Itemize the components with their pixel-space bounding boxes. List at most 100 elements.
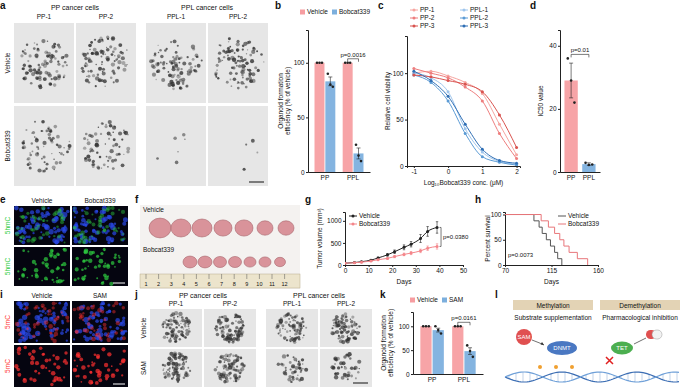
organoid [68, 148, 70, 150]
signal [82, 312, 84, 314]
organoid [51, 45, 55, 49]
organoid [106, 47, 107, 48]
organoid [108, 120, 112, 124]
series-line [414, 73, 517, 164]
organoid [62, 65, 65, 68]
signal [17, 373, 21, 377]
nucleus [61, 320, 64, 323]
nucleus [66, 328, 69, 331]
organoid [184, 320, 188, 324]
data-point [353, 261, 356, 264]
organoid [29, 152, 30, 153]
tick: 20 [549, 105, 560, 112]
organoid [113, 138, 116, 141]
data-point [436, 245, 439, 248]
organoid [185, 85, 187, 87]
image-panel: fVehicleBobcat339123456789101112 [135, 194, 300, 289]
organoid [237, 60, 239, 62]
organoid [126, 49, 128, 51]
organoid [294, 315, 297, 318]
signal [76, 352, 80, 356]
organoid [182, 62, 186, 66]
organoid [223, 56, 225, 58]
row-title: 5hmC [4, 258, 11, 276]
organoid [181, 331, 183, 333]
organoid [295, 320, 296, 321]
error-bar [357, 148, 361, 159]
organoid [44, 161, 46, 163]
data-point [412, 70, 415, 73]
organoid [247, 49, 248, 50]
nucleus [74, 239, 78, 243]
organoid [104, 86, 105, 87]
nucleus [44, 214, 48, 218]
nucleus [73, 206, 77, 210]
signal [49, 331, 52, 334]
organoid [191, 45, 195, 49]
y-axis-title: IC50 value [537, 85, 544, 116]
bar [315, 63, 325, 172]
data-point [481, 100, 484, 103]
signal [63, 248, 67, 252]
series-line [505, 215, 562, 265]
organoid [182, 83, 184, 85]
organoid [345, 319, 349, 323]
organoid [55, 70, 58, 73]
fluorescence-image [14, 206, 70, 245]
organoid [52, 166, 56, 170]
nucleus [60, 331, 64, 335]
y-axis-title: efficiency (% of vehicle) [387, 309, 395, 377]
signal [100, 252, 103, 255]
y-axis: 050100 [399, 313, 414, 378]
ruler-label: 7 [220, 281, 223, 287]
signal [74, 359, 76, 361]
organoid [180, 323, 181, 324]
tick-label: 0 [338, 262, 342, 269]
data-point [498, 132, 501, 135]
organoid [177, 45, 179, 47]
data-point [591, 163, 594, 166]
signal [26, 327, 28, 329]
organoid [87, 75, 90, 78]
organoid [300, 328, 302, 330]
signal [121, 358, 126, 363]
organoid [176, 333, 177, 334]
nucleus [35, 315, 40, 320]
organoid [31, 142, 33, 144]
column-title: PP-1 [37, 13, 52, 20]
organoid [300, 332, 302, 334]
organoid [243, 83, 244, 84]
nucleus [53, 227, 56, 230]
nucleus [32, 232, 34, 234]
organoid [347, 325, 351, 329]
data-point [498, 113, 501, 116]
organoid [170, 41, 172, 43]
nucleus [83, 335, 86, 338]
data-point [412, 74, 415, 77]
organoid [176, 74, 180, 78]
nucleus [86, 322, 90, 326]
organoid [49, 60, 52, 63]
data-point [464, 123, 467, 126]
organoid [63, 154, 65, 156]
organoid [32, 151, 34, 153]
nucleus [120, 322, 123, 325]
organoid [34, 136, 36, 138]
organoid [281, 324, 284, 327]
organoid [230, 56, 234, 60]
tick-mark [306, 63, 308, 64]
plot-area [345, 222, 439, 265]
organoid [89, 147, 92, 150]
organoid [165, 319, 167, 321]
signal [91, 235, 93, 237]
ruler-label: 1 [144, 281, 147, 287]
nucleus [107, 303, 110, 306]
organoid [218, 57, 220, 59]
organoid [167, 320, 169, 322]
signal [59, 213, 64, 218]
organoid [263, 61, 264, 62]
y-axis: 050100 [491, 211, 506, 268]
organoid [44, 161, 46, 163]
panel-label: a [0, 0, 6, 11]
data-point [515, 157, 518, 160]
